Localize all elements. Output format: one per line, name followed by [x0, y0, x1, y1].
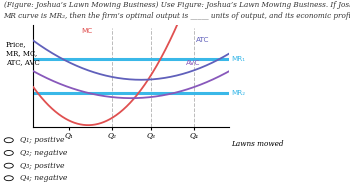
Text: MR curve is MR₂, then the firm’s optimal output is _____ units of output, and it: MR curve is MR₂, then the firm’s optimal…	[4, 12, 350, 20]
Text: (Figure: Joshua’s Lawn Mowing Business) Use Figure: Joshua’s Lawn Mowing Busines: (Figure: Joshua’s Lawn Mowing Business) …	[4, 1, 350, 9]
Text: Q₃; positive: Q₃; positive	[20, 162, 65, 170]
Text: Lawns mowed: Lawns mowed	[231, 140, 284, 148]
Text: Q₁; positive: Q₁; positive	[20, 136, 65, 144]
Text: MC: MC	[82, 28, 93, 34]
Text: Q₄; negative: Q₄; negative	[20, 174, 68, 182]
Text: Price,
MR, MC,
ATC, AVC: Price, MR, MC, ATC, AVC	[6, 40, 40, 66]
Text: MR₂: MR₂	[231, 90, 245, 96]
Text: AVC: AVC	[186, 60, 201, 66]
Text: Q₂; negative: Q₂; negative	[20, 149, 68, 157]
Text: MR₁: MR₁	[231, 56, 245, 62]
Text: ATC: ATC	[196, 37, 209, 43]
